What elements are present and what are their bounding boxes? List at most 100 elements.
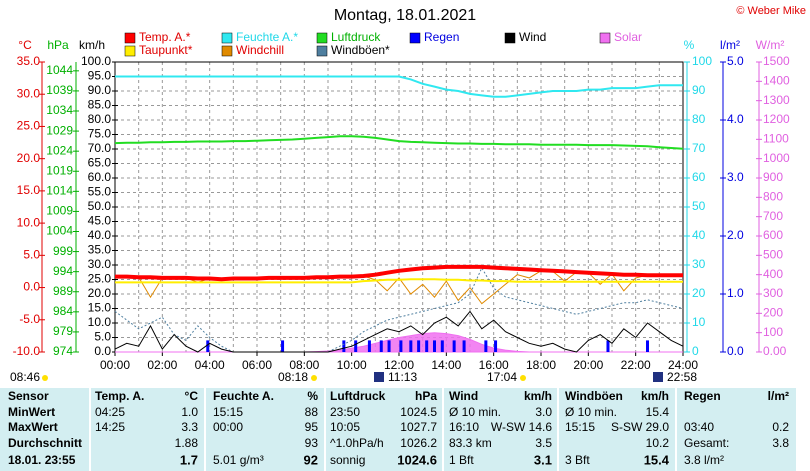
y-tick-label: 700 <box>763 209 783 223</box>
table-cell: 3.8 <box>772 436 789 450</box>
y-tick-label: 100 <box>692 54 712 68</box>
legend-label: Taupunkt* <box>139 43 193 57</box>
rain-bar <box>417 340 421 352</box>
legend-swatch <box>409 32 421 44</box>
legend-swatch <box>124 45 136 57</box>
y-tick-label: 1014 <box>46 184 73 198</box>
table-cell: 3.0 <box>535 405 552 419</box>
table-cell: S-SW 29.0 <box>611 420 669 434</box>
x-tick-label: 16:00 <box>479 358 509 372</box>
table-cell: Ø 10 min. <box>449 405 501 419</box>
y-tick-label: 0 <box>692 344 699 358</box>
table-header: % <box>307 389 318 403</box>
table-cell: 10:05 <box>330 420 360 434</box>
series-line <box>115 264 683 282</box>
legend-swatch <box>504 32 516 44</box>
series-line <box>114 135 684 150</box>
table-cell: 1024.5 <box>400 405 437 419</box>
y-tick-label: 1024 <box>46 143 73 157</box>
annotation: 22:58 <box>667 370 697 384</box>
x-tick-label: 22:00 <box>621 358 651 372</box>
y-tick-label: 100 <box>763 325 783 339</box>
y-tick-label: 25.0 <box>17 119 41 133</box>
y-tick-label: 2.0 <box>727 228 744 242</box>
y-tick-label: 4.0 <box>727 112 744 126</box>
y-tick-label: 3.0 <box>727 170 744 184</box>
x-tick-label: 20:00 <box>573 358 603 372</box>
axis-title: W/m² <box>756 38 785 52</box>
table-cell: 10.2 <box>646 436 670 450</box>
rain-bar <box>646 340 649 352</box>
table-header: Feuchte A. <box>213 389 274 403</box>
sun-icon <box>311 375 317 381</box>
y-tick-label: 15.0 <box>88 301 112 315</box>
axis-title: °C <box>18 38 32 52</box>
table-cell: 3 Bft <box>565 453 590 467</box>
y-tick-label: 30 <box>692 257 706 271</box>
annotation: 17:04 <box>487 370 517 384</box>
table-cell: sonnig <box>330 453 365 467</box>
series-line <box>115 75 683 98</box>
table-cell: 3.3 <box>181 420 198 434</box>
y-tick-label: 500 <box>763 248 783 262</box>
y-tick-label: 40.0 <box>88 228 112 242</box>
y-tick-label: 80 <box>692 112 706 126</box>
legend-swatch <box>221 45 233 57</box>
y-tick-label: 15.0 <box>17 183 41 197</box>
table-cell: 1.0 <box>181 405 198 419</box>
y-tick-label: 90.0 <box>88 83 112 97</box>
table-cell: MaxWert <box>8 420 58 434</box>
sun-icon <box>42 375 48 381</box>
y-tick-label: 50 <box>692 199 706 213</box>
x-tick-label: 18:00 <box>526 358 556 372</box>
x-tick-label: 00:00 <box>100 358 130 372</box>
annotation: 11:13 <box>388 370 417 384</box>
table-cell: 92 <box>304 452 318 467</box>
table-cell: MinWert <box>8 405 55 419</box>
table-cell: Durchschnitt <box>8 436 82 450</box>
y-tick-label: 1009 <box>46 204 73 218</box>
rain-bar <box>399 340 403 352</box>
y-tick-label: 50.0 <box>88 199 112 213</box>
y-tick-label: 30.0 <box>17 86 41 100</box>
y-tick-label: 1000 <box>763 151 790 165</box>
rain-bar <box>494 340 498 352</box>
y-tick-label: 1400 <box>763 74 790 88</box>
y-tick-label: 10 <box>692 315 706 329</box>
y-tick-label: 65.0 <box>88 156 112 170</box>
y-tick-label: 1500 <box>763 54 790 68</box>
legend-label: Windböen* <box>331 43 390 57</box>
y-tick-label: 85.0 <box>88 98 112 112</box>
x-tick-label: 04:00 <box>195 358 225 372</box>
table-cell: 1027.7 <box>400 420 437 434</box>
table-cell: 3.1 <box>534 452 552 467</box>
axis-title: hPa <box>47 38 69 52</box>
y-tick-label: 1029 <box>46 123 73 137</box>
y-tick-label: 989 <box>53 284 73 298</box>
y-tick-label: 10.0 <box>88 315 112 329</box>
x-tick-label: 24:00 <box>668 358 698 372</box>
legend-label: Solar <box>614 30 642 44</box>
y-tick-label: 10.0 <box>17 215 41 229</box>
table-cell: ^1.0hPa/h <box>330 436 384 450</box>
series-line <box>114 310 684 353</box>
table-cell: 04:25 <box>95 405 125 419</box>
rain-bar <box>281 340 285 352</box>
table-header: Windböen <box>565 389 623 403</box>
table-header: hPa <box>415 389 437 403</box>
y-tick-label: 984 <box>53 304 73 318</box>
y-tick-label: 0.00 <box>763 344 787 358</box>
y-tick-label: 600 <box>763 228 783 242</box>
legend-swatch <box>316 32 328 44</box>
axis-title: km/h <box>79 38 105 52</box>
y-tick-label: 999 <box>53 244 73 258</box>
legend-label: Luftdruck <box>331 30 381 44</box>
table-cell: 83.3 km <box>449 436 492 450</box>
moon-icon <box>374 372 384 382</box>
y-tick-label: 1200 <box>763 112 790 126</box>
legend-swatch <box>124 32 136 44</box>
y-tick-label: 0.0 <box>23 280 40 294</box>
copyright: © Weber Mike <box>736 5 806 17</box>
axis-title: l/m² <box>720 38 740 52</box>
